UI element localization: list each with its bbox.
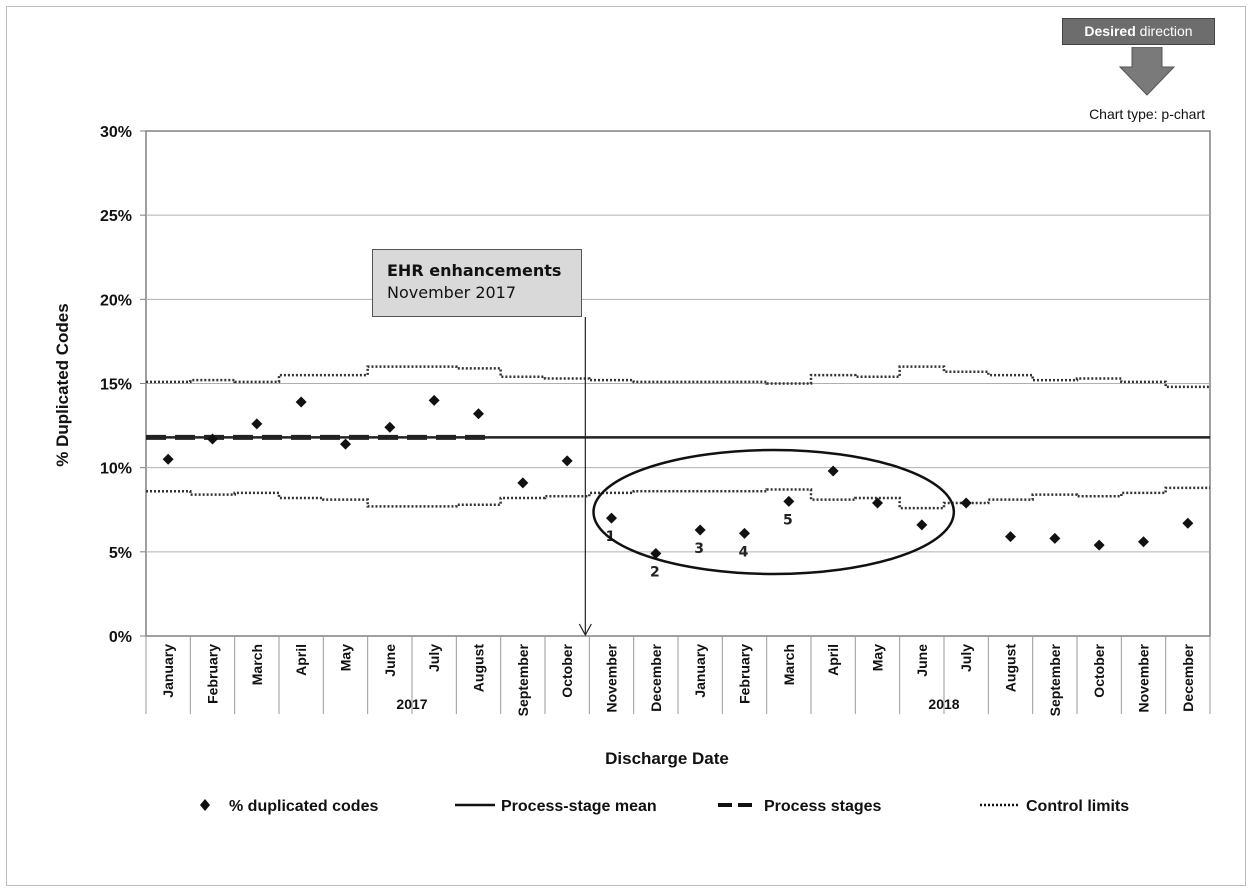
chart-frame bbox=[6, 6, 1246, 886]
data-point bbox=[1093, 539, 1105, 551]
x-tick-label: June bbox=[914, 644, 930, 677]
ehr-annotation-box: EHR enhancements November 2017 bbox=[372, 249, 582, 317]
y-tick-label: 25% bbox=[100, 208, 132, 225]
ehr-title: EHR enhancements bbox=[387, 261, 562, 280]
data-point bbox=[517, 477, 529, 489]
x-tick-label: March bbox=[781, 644, 797, 685]
x-tick-label: December bbox=[1180, 643, 1196, 711]
x-tick-label: January bbox=[160, 644, 176, 698]
down-arrow-icon bbox=[1118, 47, 1176, 96]
data-point bbox=[872, 497, 883, 509]
annotation-layer: 123 45 bbox=[578, 317, 956, 637]
x-tick-label: April bbox=[293, 644, 309, 676]
data-point bbox=[384, 421, 396, 433]
data-point bbox=[295, 396, 307, 408]
data-point bbox=[473, 408, 484, 420]
data-point bbox=[650, 548, 662, 560]
data-point bbox=[162, 453, 174, 465]
highlight-ellipse bbox=[592, 448, 956, 576]
data-point bbox=[428, 394, 440, 406]
year-label: 2017 bbox=[396, 696, 427, 712]
y-tick-label: 15% bbox=[100, 377, 132, 394]
data-point bbox=[1005, 531, 1016, 543]
x-axis-label: Discharge Date bbox=[605, 749, 729, 768]
legend-diamond-icon bbox=[200, 799, 210, 811]
data-point bbox=[561, 455, 573, 467]
desired-direction-bold: Desired bbox=[1084, 23, 1136, 39]
point-number-label: 5 bbox=[783, 512, 793, 528]
ehr-subtitle: November 2017 bbox=[387, 283, 517, 302]
ehr-arrowhead-icon bbox=[578, 623, 592, 637]
desired-direction-box: Desired direction bbox=[1062, 18, 1215, 45]
legend-layer: % duplicated codes Process-stage mean Proc… bbox=[200, 798, 1129, 815]
x-tick-label: September bbox=[1047, 643, 1063, 716]
x-tick-label: February bbox=[205, 644, 221, 704]
x-tick-label: March bbox=[249, 644, 265, 685]
data-point bbox=[739, 527, 750, 539]
axis-layer: 0% 5% 10% 15% 20% 25% 30% January February March A… bbox=[100, 124, 1211, 716]
y-tick-label: 20% bbox=[100, 292, 132, 309]
data-point bbox=[1049, 532, 1061, 544]
y-tick-label: 30% bbox=[100, 124, 132, 141]
x-tick-label: December bbox=[648, 643, 664, 711]
data-point bbox=[251, 418, 263, 430]
x-tick-label: August bbox=[471, 644, 487, 693]
legend-label: % duplicated codes bbox=[229, 798, 378, 815]
x-tick-label: April bbox=[825, 644, 841, 676]
x-tick-label: October bbox=[1091, 643, 1107, 697]
chart-type-label: Chart type: p-chart bbox=[1089, 106, 1205, 122]
points-layer bbox=[162, 394, 1194, 560]
legend-label: Process stages bbox=[764, 798, 882, 815]
grid-layer bbox=[145, 130, 1211, 637]
year-label: 2018 bbox=[928, 696, 959, 712]
data-point bbox=[606, 512, 617, 524]
data-point bbox=[1182, 517, 1194, 529]
data-point bbox=[340, 438, 351, 450]
y-tick-label: 10% bbox=[100, 461, 132, 478]
desired-direction-rest: direction bbox=[1135, 23, 1193, 39]
data-point bbox=[827, 465, 839, 477]
x-tick-label: November bbox=[604, 643, 620, 712]
x-tick-label: November bbox=[1136, 643, 1152, 712]
data-point bbox=[1138, 536, 1149, 548]
legend-label: Control limits bbox=[1026, 798, 1129, 815]
x-tick-label: July bbox=[426, 644, 442, 672]
x-tick-label: July bbox=[958, 644, 974, 672]
y-tick-label: 0% bbox=[109, 629, 132, 646]
x-tick-label: October bbox=[559, 643, 575, 697]
data-point bbox=[960, 497, 972, 509]
y-tick-label: 5% bbox=[109, 545, 132, 562]
y-axis-label: % Duplicated Codes bbox=[53, 303, 72, 466]
x-tick-label: January bbox=[692, 644, 708, 698]
x-tick-label: June bbox=[382, 644, 398, 677]
point-number-label: 4 bbox=[739, 544, 749, 560]
control-limits-layer bbox=[146, 365, 1210, 510]
data-point bbox=[916, 519, 928, 531]
x-tick-label: August bbox=[1003, 644, 1019, 693]
x-tick-label: February bbox=[737, 644, 753, 704]
control-limit-lower bbox=[146, 486, 1210, 510]
x-tick-label: September bbox=[515, 643, 531, 716]
legend-label: Process-stage mean bbox=[501, 798, 657, 815]
x-tick-label: May bbox=[870, 644, 886, 671]
data-point bbox=[694, 524, 706, 536]
data-point bbox=[207, 433, 218, 445]
point-number-label: 3 bbox=[694, 541, 704, 557]
data-point bbox=[783, 495, 795, 507]
x-tick-label: May bbox=[338, 644, 354, 671]
point-number-label: 2 bbox=[650, 565, 660, 581]
